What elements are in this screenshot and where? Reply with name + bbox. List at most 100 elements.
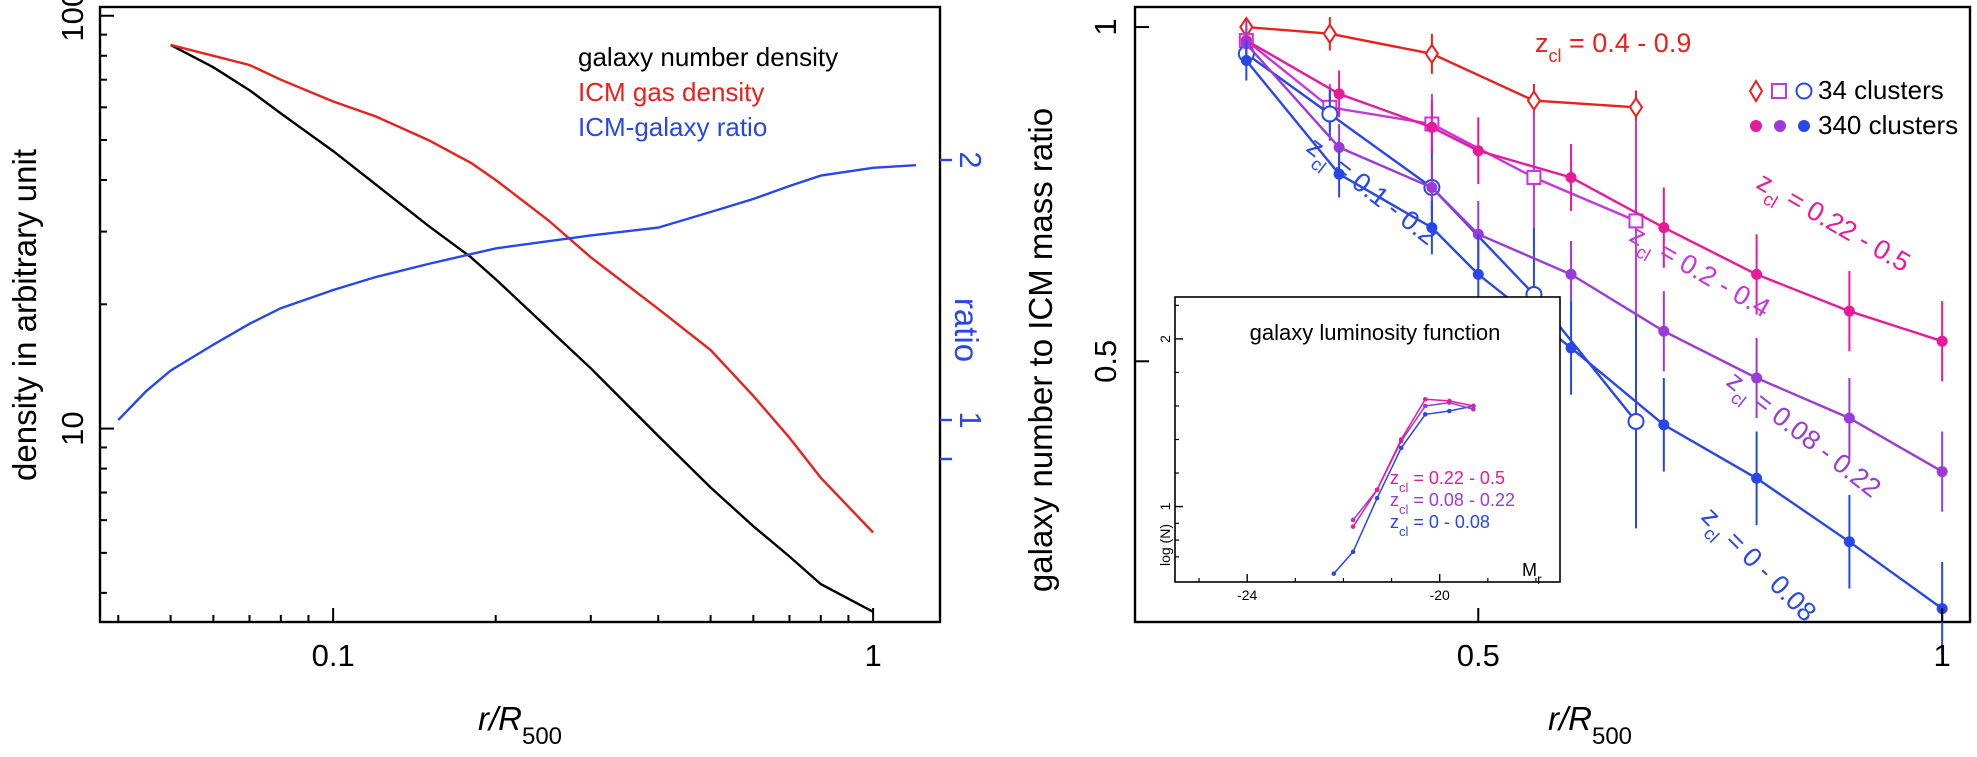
data-point — [1426, 121, 1438, 133]
inset-data-point — [1331, 571, 1337, 576]
right-plot-frame — [1133, 5, 1972, 624]
data-point — [1751, 372, 1763, 384]
curve-label-3: zcl = 0.22 - 0.5 — [1748, 166, 1915, 285]
left-plot-frame — [98, 5, 942, 624]
inset-data-point — [1422, 403, 1428, 409]
data-point — [1628, 96, 1644, 119]
data-point — [1321, 105, 1339, 123]
data-point — [1526, 169, 1542, 185]
left-series-line-0 — [170, 43, 874, 613]
data-point — [1565, 268, 1577, 280]
right-x-tick-label: 0.5 — [1457, 638, 1500, 673]
left-x-axis-title: r/R500 — [478, 700, 562, 750]
data-point — [1472, 268, 1484, 280]
inset-data-point — [1447, 408, 1452, 414]
data-point — [1658, 325, 1670, 337]
inset-data-point — [1398, 437, 1404, 442]
left-y-axis-title: density in arbitrary unit — [6, 149, 43, 481]
inset-frame — [1174, 296, 1561, 583]
data-point — [1526, 89, 1542, 112]
left-legend-entry-0: galaxy number density — [578, 42, 838, 72]
inset-y-tick-label: 2 — [1157, 335, 1173, 343]
left-y-tick-label: 10 — [55, 411, 90, 445]
legend-diamond-symbol — [1748, 79, 1764, 103]
right-y-tick-label: 1 — [1088, 18, 1123, 35]
left-x-tick-label: 0.1 — [312, 638, 355, 673]
ratio-tick-label: 1 — [953, 411, 988, 428]
data-point — [1240, 54, 1252, 66]
inset-y-tick-label: 1 — [1157, 502, 1173, 510]
data-point — [1658, 419, 1670, 431]
right-legend: 34 clusters 340 clusters — [1748, 75, 1958, 140]
left-series-line-1 — [170, 43, 874, 534]
legend-340-clusters: 340 clusters — [1818, 110, 1958, 140]
left-legend-entry-2: ICM-galaxy ratio — [578, 112, 767, 142]
right-series-1 — [1238, 32, 1644, 322]
inset-data-point — [1350, 524, 1356, 529]
data-point — [1843, 536, 1855, 548]
data-point — [1565, 171, 1577, 183]
data-point — [1751, 268, 1763, 280]
inset-data-point — [1374, 495, 1380, 501]
data-point — [1426, 222, 1438, 234]
legend-filled-blue — [1798, 120, 1810, 132]
left-chart: 0.1 1 10 100 1 2 density in arbitrary unit r/… — [6, 0, 988, 750]
inset-legend-entry-1: zcl = 0.08 - 0.22 — [1390, 490, 1515, 517]
data-point — [1322, 22, 1338, 45]
ratio-tick-label: 2 — [953, 151, 988, 168]
inset-legend-entry-0: zcl = 0.22 - 0.5 — [1390, 468, 1505, 495]
data-point — [1627, 412, 1645, 430]
data-point — [1843, 412, 1855, 424]
data-point — [1565, 342, 1577, 354]
inset-data-point — [1350, 549, 1356, 555]
right-x-tick-label: 1 — [1934, 638, 1951, 673]
curve-label-4: zcl = 0.08 - 0.22 — [1716, 365, 1886, 510]
inset-x-axis-label: Mr — [1522, 560, 1542, 587]
right-chart: 0.5 1 0.5 1 galaxy number to ICM mass ratio… — [1022, 5, 1972, 750]
inset-title: galaxy luminosity function — [1250, 320, 1501, 345]
curve-label-0: zcl = 0.4 - 0.9 — [1535, 28, 1691, 66]
inset-data-point — [1398, 445, 1404, 451]
inset-x-tick-label: -24 — [1237, 587, 1257, 603]
data-point — [1424, 42, 1440, 65]
legend-34-clusters: 34 clusters — [1818, 75, 1944, 105]
legend-circle-symbol — [1795, 82, 1813, 100]
right-series-5 — [1240, 40, 1948, 656]
data-point — [1333, 88, 1345, 100]
left-legend: galaxy number density ICM gas density ICM-… — [578, 42, 838, 142]
right-series-3 — [1240, 20, 1948, 382]
inset-data-point — [1471, 407, 1476, 412]
inset-data-point — [1422, 396, 1428, 402]
right-x-axis-title: r/R500 — [1548, 700, 1632, 750]
data-point — [1751, 472, 1763, 484]
curve-label-2: zcl = 0.1 - 0.2 — [1296, 131, 1443, 257]
data-point — [1936, 466, 1948, 478]
legend-filled-purple — [1774, 120, 1786, 132]
inset-chart: galaxy luminosity function -24 -20 1 2 Mr log … — [1157, 296, 1561, 603]
inset-legend-entry-2: zcl = 0 - 0.08 — [1390, 512, 1490, 539]
left-legend-entry-1: ICM gas density — [578, 77, 764, 107]
right-y-axis-title: galaxy number to ICM mass ratio — [1022, 108, 1059, 592]
data-point — [1426, 181, 1438, 193]
inset-data-point — [1471, 403, 1476, 409]
inset-data-point — [1374, 487, 1380, 493]
inset-series-line-2 — [1352, 398, 1474, 528]
data-point — [1843, 305, 1855, 317]
data-point — [1333, 168, 1345, 180]
data-point — [1333, 141, 1345, 153]
data-point — [1472, 145, 1484, 157]
left-y-tick-label: 100 — [55, 0, 90, 42]
legend-filled-magenta — [1750, 120, 1762, 132]
right-y-tick-label: 0.5 — [1088, 340, 1123, 383]
legend-square-symbol — [1771, 83, 1787, 99]
inset-x-tick-label: -20 — [1430, 587, 1450, 603]
inset-y-axis-label: log (N) — [1157, 524, 1173, 566]
inset-data-point — [1422, 412, 1428, 417]
right-ratio-axis-title: ratio — [948, 298, 985, 362]
data-point — [1628, 213, 1644, 229]
left-series-line-2 — [117, 164, 916, 421]
left-x-tick-label: 1 — [864, 638, 881, 673]
inset-data-point — [1447, 398, 1452, 404]
data-point — [1658, 222, 1670, 234]
